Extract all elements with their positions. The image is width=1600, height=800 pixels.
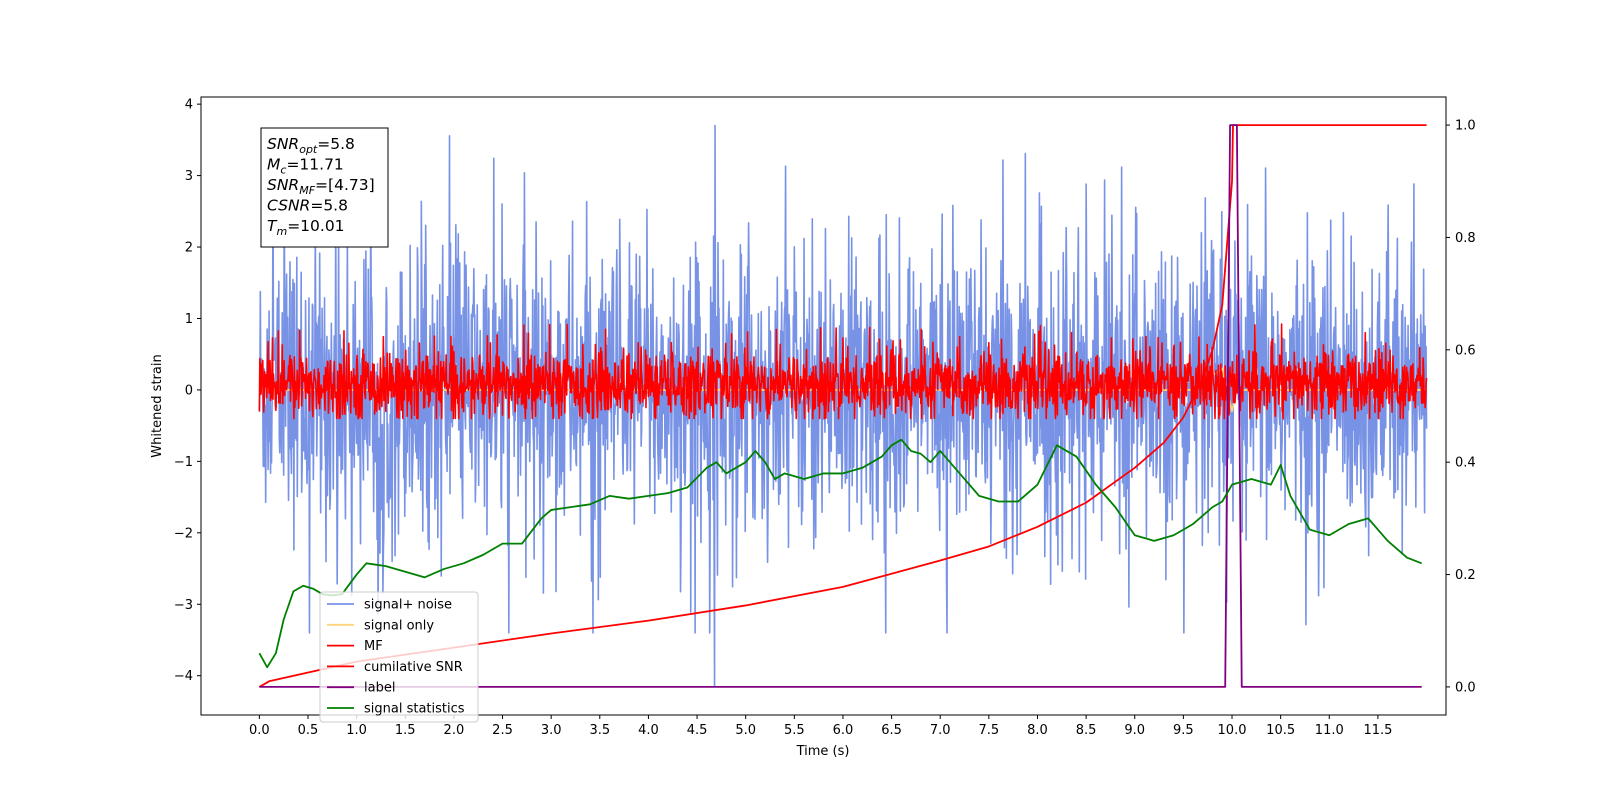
y2-tick-label: 0.8 <box>1455 231 1476 246</box>
x-tick-label: 4.0 <box>638 723 659 738</box>
series-layer <box>258 124 1428 688</box>
y-axis-left: 4 3 2 1 0 −1 −2 −3 −4 <box>174 98 201 684</box>
x-tick-label: 8.0 <box>1027 723 1048 738</box>
annotation-line: CSNR=5.8 <box>267 197 348 215</box>
x-tick-label: 6.0 <box>833 723 854 738</box>
x-tick-label: 2.0 <box>444 723 465 738</box>
x-tick-label: 3.0 <box>541 723 562 738</box>
y-tick-label: −2 <box>174 526 193 541</box>
x-tick-label: 6.5 <box>881 723 902 738</box>
annotation-line: SNRMF=[4.73] <box>267 176 375 197</box>
x-tick-label: 8.5 <box>1076 723 1097 738</box>
y2-tick-label: 0.0 <box>1455 680 1476 695</box>
x-tick-label: 0.5 <box>298 723 319 738</box>
annotation-line: Tm=10.01 <box>267 217 345 238</box>
y-tick-label: 0 <box>185 383 193 398</box>
x-tick-label: 4.5 <box>687 723 708 738</box>
x-tick-label: 9.0 <box>1124 723 1145 738</box>
legend-entry: signal only <box>364 618 434 633</box>
x-axis: 0.0 0.5 1.0 1.5 2.0 2.5 3.0 3.5 4.0 4.5 5.0 5.5 6.0 6… <box>249 715 1392 738</box>
y2-tick-label: 0.2 <box>1455 568 1476 583</box>
x-tick-label: 5.5 <box>784 723 805 738</box>
legend-entry: signal+ noise <box>364 598 452 613</box>
x-tick-label: 9.5 <box>1173 723 1194 738</box>
y-axis-right: 1.0 0.8 0.6 0.4 0.2 0.0 <box>1446 119 1476 695</box>
legend-entry: signal statistics <box>364 702 465 717</box>
plot-frame <box>200 96 1447 716</box>
x-tick-label: 11.5 <box>1363 723 1392 738</box>
legend-entry: cumilative SNR <box>364 660 463 675</box>
legend-frame <box>319 591 479 723</box>
x-tick-label: 7.5 <box>979 723 1000 738</box>
x-tick-label: 1.0 <box>346 723 367 738</box>
annotation-line: SNRopt=5.8 <box>267 135 355 156</box>
y2-tick-label: 1.0 <box>1455 119 1476 134</box>
x-tick-label: 2.5 <box>492 723 513 738</box>
x-tick-label: 10.5 <box>1266 723 1295 738</box>
x-tick-label: 11.0 <box>1315 723 1344 738</box>
y-tick-label: 4 <box>185 98 193 113</box>
annotation-frame <box>260 127 389 248</box>
y2-tick-label: 0.6 <box>1455 343 1476 358</box>
x-tick-label: 3.5 <box>589 723 610 738</box>
y-tick-label: 3 <box>185 169 193 184</box>
series-cumilative-snr <box>258 124 1427 688</box>
y-axis-label: Whitened strain <box>150 354 165 457</box>
y-tick-label: −1 <box>174 455 193 470</box>
x-tick-label: 10.0 <box>1218 723 1247 738</box>
x-tick-label: 7.0 <box>930 723 951 738</box>
y-tick-label: −4 <box>174 669 193 684</box>
legend-entry: MF <box>364 639 383 654</box>
x-tick-label: 5.0 <box>735 723 756 738</box>
y-tick-label: 1 <box>185 312 193 327</box>
legend-entry: label <box>364 681 395 696</box>
series-signal-statistics <box>258 438 1423 669</box>
y-tick-label: 2 <box>185 241 193 256</box>
x-axis-label: Time (s) <box>796 744 850 759</box>
x-tick-label: 0.0 <box>249 723 270 738</box>
annotation-line: Mc=11.71 <box>267 156 344 177</box>
series-label <box>259 124 1422 688</box>
legend: signal+ noise signal only MF cumilative SNR… <box>319 591 479 723</box>
x-tick-label: 1.5 <box>395 723 416 738</box>
y2-tick-label: 0.4 <box>1455 456 1476 471</box>
series-mf <box>258 323 1428 420</box>
y-tick-label: −3 <box>174 598 193 613</box>
